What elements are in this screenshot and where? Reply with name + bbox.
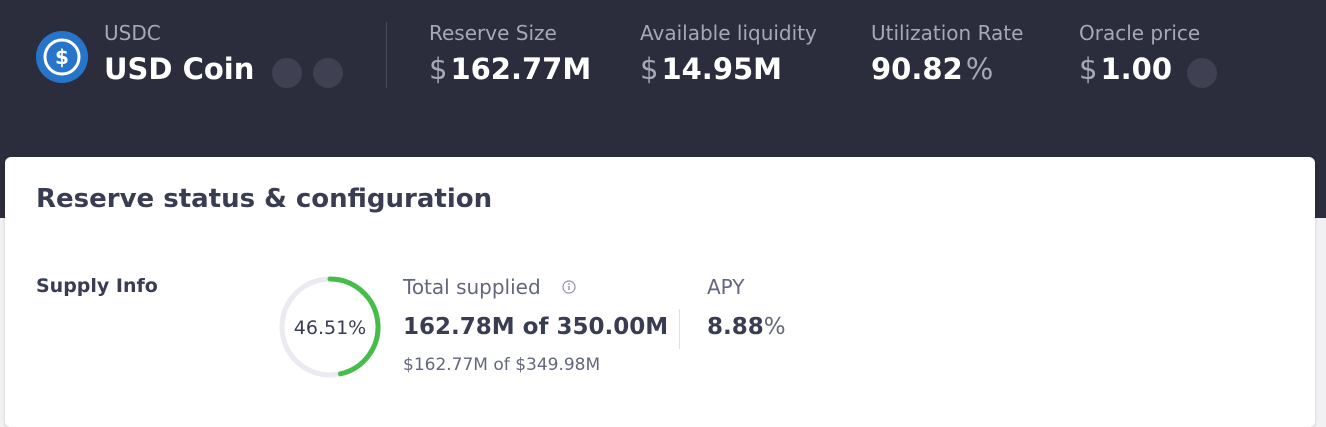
total-label: Total supplied bbox=[403, 275, 541, 299]
info-icon[interactable] bbox=[561, 279, 577, 295]
divider bbox=[386, 22, 387, 88]
stat-value: $162.77M bbox=[429, 52, 591, 86]
suffix: % bbox=[763, 314, 786, 340]
svg-text:$: $ bbox=[55, 45, 69, 69]
supply-gauge bbox=[279, 276, 381, 378]
currency: $ bbox=[429, 52, 448, 86]
gauge-label: 46.51% bbox=[293, 317, 367, 339]
total-usd: $162.77M of $349.98M bbox=[403, 355, 600, 375]
currency: $ bbox=[1079, 52, 1098, 86]
value: 90.82 bbox=[871, 52, 963, 86]
asset-icon: $ bbox=[36, 31, 88, 83]
usd-amount: 162.77M bbox=[413, 355, 488, 375]
asset-symbol: USDC bbox=[104, 21, 161, 45]
currency: $ bbox=[403, 355, 414, 375]
stat-label: Available liquidity bbox=[640, 21, 817, 45]
currency: $ bbox=[515, 355, 527, 375]
asset-name: USD Coin bbox=[104, 52, 255, 86]
value: 162.77M bbox=[450, 52, 592, 86]
value: 14.95M bbox=[661, 52, 783, 86]
apy-value: 8.88% bbox=[707, 314, 786, 340]
card-title: Reserve status & configuration bbox=[36, 184, 493, 214]
amount: 162.78M bbox=[403, 314, 515, 340]
reserve-card: Reserve status & configuration Supply In… bbox=[5, 157, 1315, 427]
total-amount: 162.78M of 350.00M bbox=[403, 314, 668, 340]
currency: $ bbox=[640, 52, 659, 86]
of: of bbox=[493, 355, 510, 375]
cap: 350.00M bbox=[556, 314, 669, 340]
divider bbox=[679, 309, 680, 349]
value: 8.88 bbox=[707, 314, 764, 340]
gauge-arc bbox=[327, 276, 381, 377]
stat-value: $14.95M bbox=[640, 52, 782, 86]
wallet-button[interactable] bbox=[313, 58, 343, 88]
suffix: % bbox=[965, 52, 994, 86]
section-label: Supply Info bbox=[36, 275, 158, 297]
stat-value: 90.82% bbox=[871, 52, 993, 86]
value: 1.00 bbox=[1100, 52, 1173, 86]
usd-cap: 349.98M bbox=[526, 355, 601, 375]
stat-label: Utilization Rate bbox=[871, 21, 1024, 45]
external-link-button[interactable] bbox=[272, 58, 302, 88]
stat-label: Reserve Size bbox=[429, 21, 557, 45]
stat-label: Oracle price bbox=[1079, 21, 1201, 45]
of: of bbox=[522, 314, 549, 340]
stat-value: $1.00 bbox=[1079, 52, 1172, 86]
external-link-button[interactable] bbox=[1187, 58, 1217, 88]
apy-label: APY bbox=[707, 275, 745, 299]
